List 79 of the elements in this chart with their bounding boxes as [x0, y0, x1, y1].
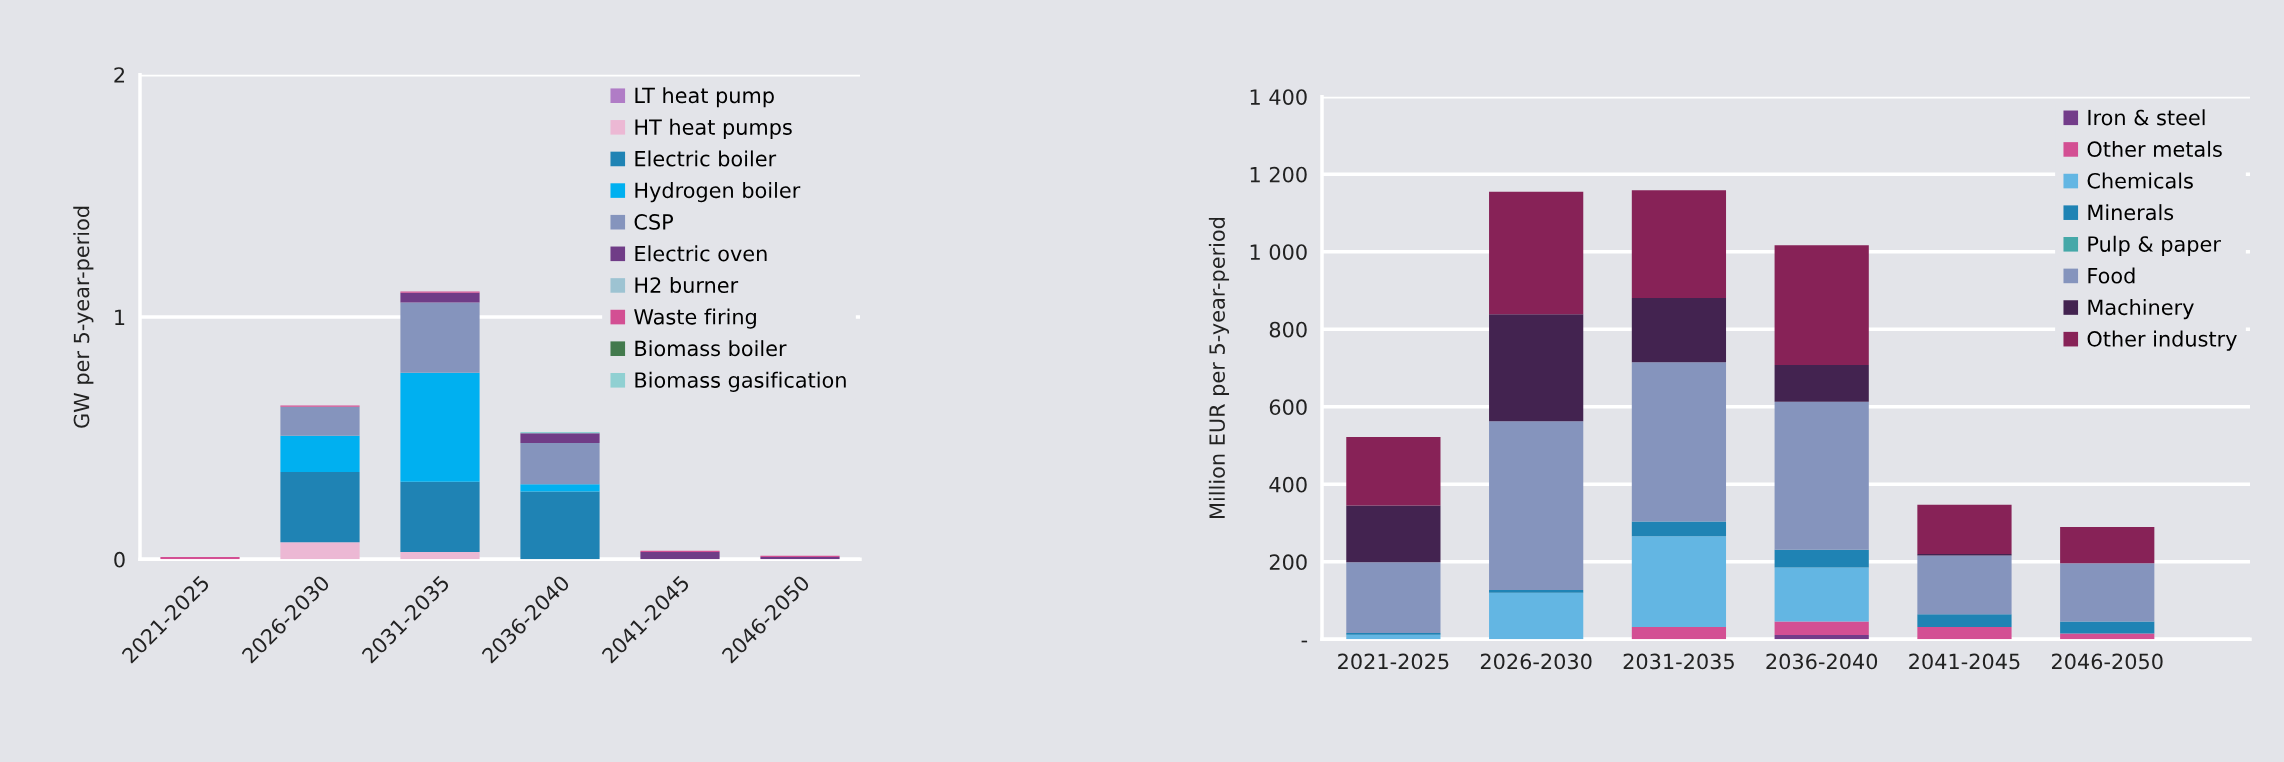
bar: [520, 433, 600, 443]
bar: [400, 552, 480, 560]
legend-label: Electric oven: [635, 245, 767, 262]
legend-label: LT heat pump: [635, 87, 774, 108]
bar: [1346, 505, 1441, 563]
bar: [1917, 614, 2012, 627]
bar: [400, 302, 480, 373]
bar: [1774, 401, 1869, 550]
bar: [1917, 504, 2012, 555]
y-tick-label: 2: [114, 67, 125, 83]
legend-label: Food: [2088, 267, 2135, 284]
bar: [1489, 590, 1584, 593]
x-tick-label: 2041-2045: [1909, 653, 2020, 670]
legend-label: Biomass boiler: [635, 340, 787, 357]
legend-label: Waste firing: [634, 308, 756, 329]
y-tick-label: 600: [1269, 399, 1307, 416]
bar: [1489, 421, 1584, 591]
y-tick-label: 200: [1269, 554, 1307, 571]
x-tick-label: 2031-2035: [1623, 653, 1734, 670]
bar: [2060, 621, 2155, 634]
bar: [1774, 364, 1869, 402]
bar: [400, 481, 480, 553]
bar: [1917, 626, 2012, 640]
legend-label: CSP: [634, 214, 674, 230]
y-axis-title: Million EUR per 5-year-period: [1208, 218, 1230, 518]
bar: [2060, 526, 2155, 564]
y-tick-label: 1 000: [1250, 244, 1307, 260]
legend-label: Minerals: [2088, 204, 2174, 221]
x-tick-label: 2026-2030: [1480, 653, 1592, 670]
bar: [1774, 635, 1869, 640]
bar: [1774, 549, 1869, 568]
bar: [400, 372, 480, 482]
bar: [280, 406, 360, 436]
bar: [1631, 536, 1727, 627]
x-tick-label: 2046-2050: [2051, 653, 2163, 670]
bar: [520, 484, 600, 492]
bar: [1631, 521, 1727, 537]
legend-label: Other metals: [2087, 140, 2222, 158]
bar: [1631, 297, 1727, 363]
bar: [1774, 621, 1869, 636]
bar: [1631, 626, 1727, 640]
bar: [2060, 563, 2155, 622]
bar: [1631, 190, 1727, 298]
legend-label: Hydrogen boiler: [635, 182, 801, 203]
bar: [280, 435, 360, 473]
y-tick-label: -: [1301, 640, 1308, 643]
bar: [1489, 191, 1584, 315]
bar: [640, 552, 720, 560]
bar: [520, 443, 600, 485]
legend-label: Other industry: [2087, 330, 2237, 351]
bar: [1631, 362, 1727, 522]
legend-label: Pulp & paper: [2088, 235, 2221, 256]
y-tick-label: 800: [1269, 321, 1307, 338]
y-tick-label: 1 200: [1250, 166, 1307, 183]
x-tick-label: 2021-2025: [1338, 653, 1449, 670]
legend-label: Iron & steel: [2088, 109, 2205, 126]
bar: [1489, 314, 1584, 422]
bar: [280, 472, 360, 543]
bar: [400, 292, 480, 303]
legend-label: Chemicals: [2087, 172, 2193, 189]
y-axis-title: GW per 5-year-period: [73, 206, 94, 428]
bar: [520, 491, 600, 560]
y-tick-label: 400: [1269, 476, 1307, 493]
bar: [1489, 592, 1584, 640]
bar: [280, 542, 360, 560]
legend-label: H2 burner: [635, 276, 739, 294]
y-tick-label: 1 400: [1250, 89, 1307, 105]
legend-label: Biomass gasification: [635, 371, 846, 392]
y-tick-label: 0: [114, 551, 125, 568]
x-tick-label: 2036-2040: [1766, 653, 1878, 670]
legend-label: Machinery: [2088, 299, 2194, 320]
legend-label: HT heat pumps: [635, 118, 792, 139]
y-tick-label: 1: [115, 309, 125, 325]
legend-label: Electric boiler: [635, 150, 777, 167]
bar: [1774, 567, 1869, 622]
bar: [1774, 245, 1869, 365]
bar: [1346, 562, 1441, 634]
bar: [1917, 555, 2012, 615]
bar: [1346, 437, 1441, 506]
